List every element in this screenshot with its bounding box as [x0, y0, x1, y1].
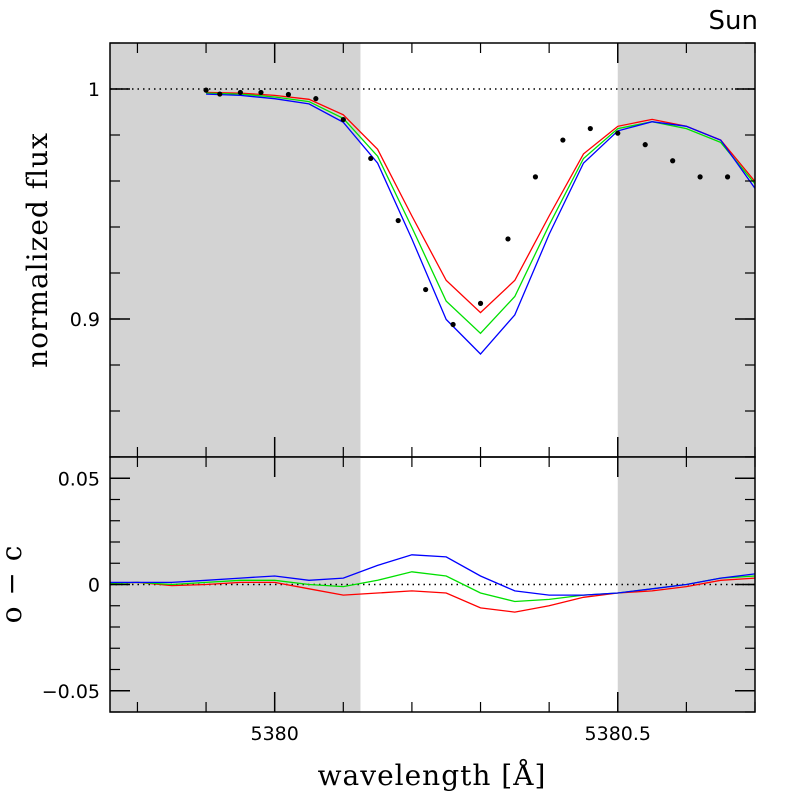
- observed-point: [395, 217, 401, 224]
- x-tick-labels: 5380 5380.5: [251, 723, 652, 745]
- top-series-red: [206, 91, 756, 314]
- x-axis-title: wavelength [Å]: [318, 759, 547, 792]
- observed-point: [203, 87, 209, 93]
- shaded-region-0: [110, 457, 361, 712]
- top-panel: 0.91: [70, 42, 756, 458]
- bottom-tick-labels: −0.05 0 0.05: [42, 468, 100, 703]
- top-y-axis-title: normalized flux: [21, 132, 54, 368]
- observed-point: [642, 142, 648, 148]
- shaded-region-1: [617, 43, 755, 457]
- observed-point: [477, 300, 484, 306]
- top-shaded-regions: [110, 43, 755, 457]
- observed-point: [368, 155, 374, 162]
- observed-point: [258, 89, 264, 96]
- top-series-green: [206, 92, 756, 335]
- bottom-panel-frame: [109, 456, 756, 713]
- top-tick-label: 1: [88, 79, 100, 101]
- bottom-tick-label: 0: [88, 575, 100, 597]
- observed-points: [203, 87, 731, 328]
- observed-point: [505, 236, 511, 242]
- observed-point: [697, 174, 703, 180]
- x-tick-label: 5380: [251, 723, 299, 745]
- shaded-region-0: [110, 43, 361, 457]
- bottom-tick-label: 0.05: [58, 468, 100, 490]
- top-tick-label: 0.9: [70, 309, 100, 331]
- observed-point: [450, 321, 456, 328]
- observed-point: [724, 174, 731, 180]
- bottom-series-blue: [110, 554, 756, 596]
- observed-point: [423, 286, 429, 293]
- observed-point: [237, 89, 243, 96]
- star-annotation: Sun: [709, 6, 758, 36]
- bottom-y-axis-title: o − c: [0, 545, 28, 624]
- top-model-series: [206, 91, 756, 355]
- observed-point: [285, 91, 292, 98]
- top-series-blue: [206, 93, 756, 355]
- observed-point: [615, 130, 621, 136]
- observed-point: [560, 137, 566, 143]
- bottom-panel: −0.05 0 0.05: [42, 456, 756, 713]
- observed-point: [340, 116, 346, 123]
- bottom-series-red: [109, 577, 756, 613]
- observed-point: [587, 125, 593, 132]
- observed-point: [217, 91, 223, 97]
- bottom-residual-series: [109, 554, 756, 613]
- observed-point: [313, 96, 319, 102]
- observed-point: [670, 158, 676, 164]
- x-tick-label: 5380.5: [585, 723, 651, 745]
- observed-point: [532, 174, 539, 180]
- bottom-tick-label: −0.05: [42, 681, 100, 703]
- top-tick-labels: 0.91: [70, 79, 100, 331]
